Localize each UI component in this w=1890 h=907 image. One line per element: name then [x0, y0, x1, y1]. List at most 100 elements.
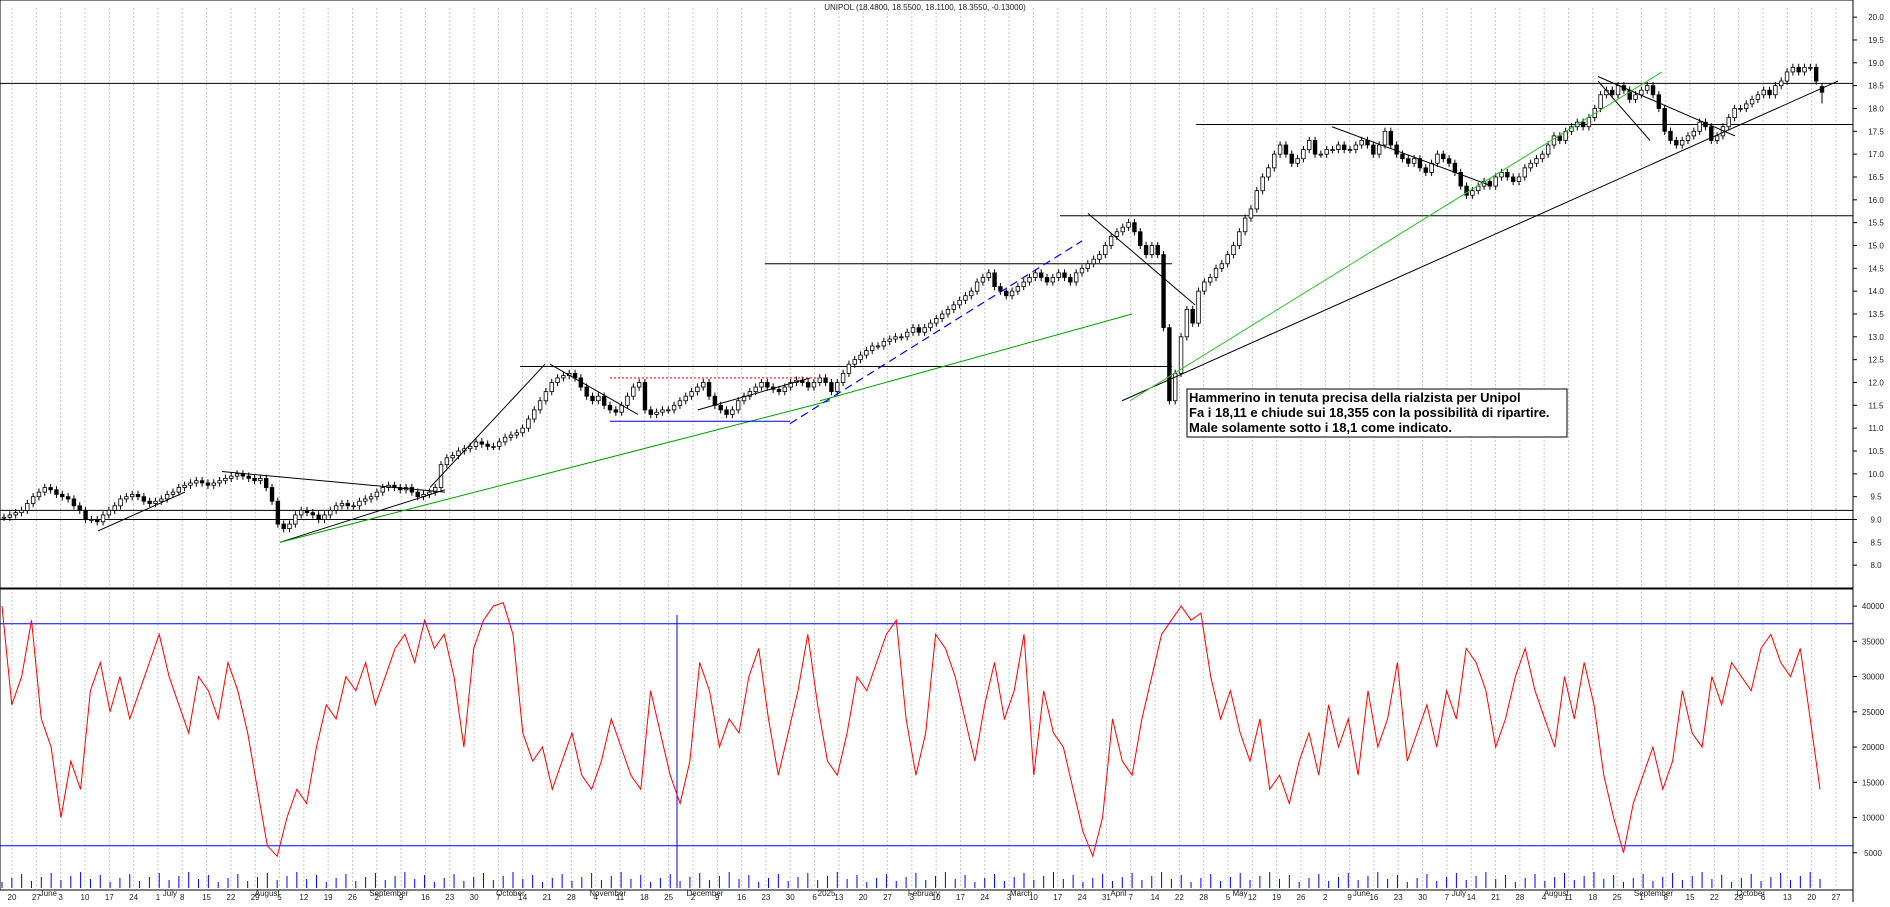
x-date-tick: 6	[812, 893, 817, 902]
osc-y-tick: 10000	[1862, 814, 1885, 823]
candle-body	[497, 441, 502, 447]
candle-body	[339, 503, 345, 507]
candle-body	[95, 519, 100, 523]
x-date-tick: 14	[518, 893, 527, 902]
candle-body	[1114, 231, 1120, 237]
x-date-tick: 10	[932, 893, 941, 902]
candle-body	[1073, 272, 1079, 283]
x-date-tick: 1	[156, 893, 161, 902]
candle-body	[1773, 85, 1778, 96]
candle-body	[1499, 172, 1504, 178]
price-y-tick: 18.0	[1868, 104, 1884, 113]
price-y-tick: 16.0	[1868, 196, 1884, 205]
candle-body	[409, 487, 415, 493]
candle-body	[199, 480, 205, 484]
candle-body	[1487, 181, 1493, 187]
price-y-tick: 18.5	[1868, 82, 1884, 91]
x-date-tick: 22	[1175, 893, 1184, 902]
candle-body	[1639, 89, 1644, 96]
candle-body	[916, 327, 922, 333]
candle-body	[1301, 149, 1306, 160]
x-date-tick: 28	[1515, 893, 1524, 902]
x-date-tick: 16	[421, 893, 430, 902]
x-month-label: February	[908, 889, 940, 898]
x-month-label: May	[1232, 889, 1247, 898]
price-y-tick: 14.0	[1868, 287, 1884, 296]
candle-body	[479, 441, 485, 445]
candle-body	[526, 418, 531, 429]
x-month-label: October	[496, 889, 525, 898]
candle-body	[135, 493, 141, 498]
x-date-tick: 4	[593, 893, 598, 902]
candle-body	[1050, 277, 1056, 283]
x-month-label: June	[40, 889, 58, 898]
candle-body	[776, 388, 782, 393]
candle-body	[1417, 158, 1423, 169]
candle-body	[677, 400, 683, 406]
candle-body	[176, 487, 182, 493]
x-date-tick: 7	[1128, 893, 1133, 902]
x-date-tick: 18	[640, 893, 649, 902]
oscillator-frame	[0, 588, 1854, 891]
candle-body	[1149, 245, 1155, 256]
candle-body	[322, 514, 327, 520]
x-date-tick: 31	[1102, 893, 1111, 902]
candle-body	[1464, 185, 1469, 196]
candle-body	[1551, 135, 1557, 146]
candle-body	[642, 382, 648, 411]
x-date-tick: 29	[251, 893, 260, 902]
candle-body	[829, 382, 834, 393]
x-date-tick: 15	[202, 893, 211, 902]
candle-body	[1103, 245, 1108, 256]
candle-body	[1528, 162, 1533, 169]
annotation-line-2: Fa i 18,11 e chiude sui 18,355 con la po…	[1189, 405, 1550, 420]
x-month-label: October	[1736, 889, 1765, 898]
candle-body	[998, 286, 1003, 292]
candle-body	[549, 382, 554, 393]
candle-body	[747, 391, 753, 397]
candle-body	[1679, 140, 1685, 146]
x-date-tick: 24	[980, 893, 989, 902]
grid	[11, 8, 1837, 888]
x-date-tick: 11	[616, 893, 625, 902]
candle-body	[1254, 190, 1259, 210]
candle-body	[252, 477, 257, 482]
candle-body	[287, 523, 292, 530]
candle-body	[625, 395, 630, 406]
candle-body	[1004, 290, 1009, 297]
candle-body	[555, 377, 560, 383]
x-month-label: September	[369, 889, 408, 898]
candle-body	[36, 491, 42, 498]
candle-body	[881, 340, 887, 347]
candle-body	[957, 299, 962, 306]
candle-body	[1697, 121, 1702, 132]
candle-body	[969, 290, 974, 297]
candle-body	[1790, 66, 1796, 73]
candle-body	[1540, 153, 1545, 160]
candle-body	[654, 411, 659, 415]
x-date-tick: 23	[445, 893, 454, 902]
candle-body	[432, 487, 438, 493]
x-date-tick: 2	[691, 893, 696, 902]
candle-body	[7, 514, 13, 518]
x-date-tick: 17	[956, 893, 965, 902]
candle-body	[1079, 267, 1085, 274]
candle-body	[1400, 153, 1405, 160]
chart-title: UNIPOL (18.4800, 18.5500, 18.1100, 18.35…	[824, 3, 1026, 12]
x-date-tick: 22	[226, 893, 235, 902]
candle-body	[211, 482, 216, 486]
candle-body	[1196, 290, 1201, 324]
candle-body	[1709, 126, 1714, 141]
candle-body	[1277, 144, 1283, 155]
candle-body	[1126, 222, 1131, 228]
candle-body	[1470, 190, 1475, 196]
candle-body	[974, 281, 980, 292]
candle-body	[1406, 158, 1411, 164]
candle-body	[1341, 144, 1347, 150]
candle-body	[1312, 140, 1318, 155]
x-date-tick: 22	[1710, 893, 1719, 902]
osc-y-tick: 25000	[1862, 708, 1885, 717]
oscillator-panel	[0, 601, 1853, 888]
price-y-tick: 9.0	[1870, 515, 1882, 524]
